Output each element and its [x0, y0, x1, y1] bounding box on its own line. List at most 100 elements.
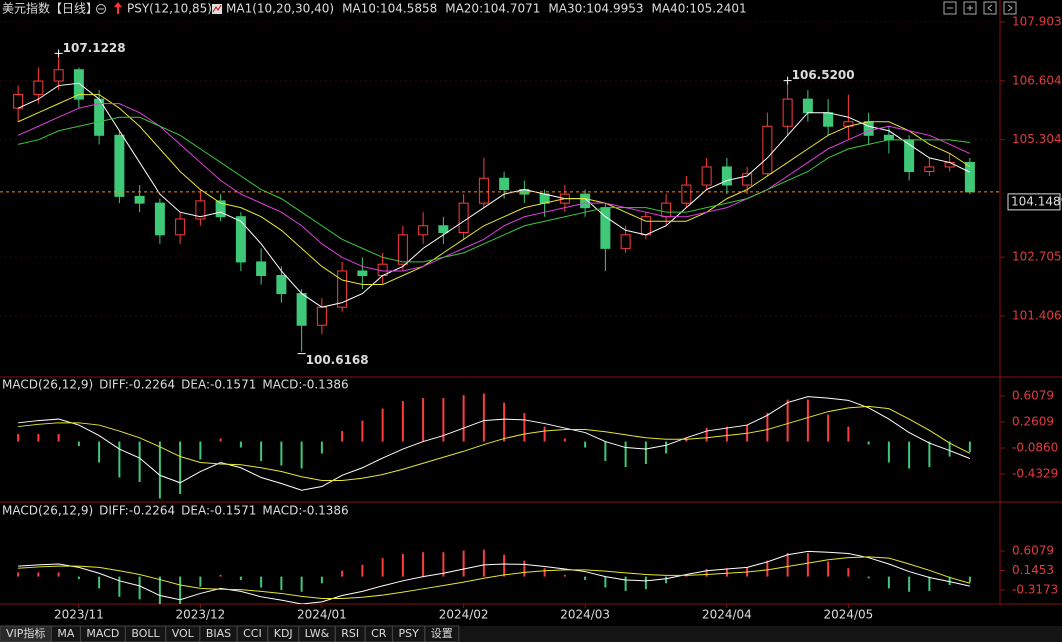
candle-body [13, 94, 24, 109]
macd-bar [482, 549, 485, 577]
candle-body [863, 121, 874, 136]
macd-bar [37, 434, 40, 442]
macd-bar [260, 441, 263, 462]
candle-body [944, 161, 955, 168]
macd-bar [361, 564, 364, 577]
tab-label: CR [371, 627, 387, 640]
legend-entry: MA20:104.7071 [445, 2, 540, 16]
tab-label: VIP指标 [6, 626, 45, 640]
ma-line [18, 116, 970, 263]
tab-bar [0, 626, 1062, 642]
macd-bar [928, 576, 931, 591]
legend-entry: DEA:-0.1571 [181, 378, 256, 392]
macd-bar [847, 426, 850, 442]
macd-bar [57, 572, 60, 577]
x-tick-label: 2024/02 [439, 608, 489, 622]
legend-entry: DIFF:-0.2264 [99, 378, 175, 392]
macd-bar [239, 576, 242, 580]
legend-entry: MA40:105.2401 [652, 2, 747, 16]
y-tick-label: 101.4062 [1012, 308, 1062, 322]
macd-bar [462, 550, 465, 577]
candle-body [53, 69, 64, 82]
tab-label: LW& [305, 627, 330, 640]
x-tick-label: 2023/11 [54, 608, 104, 622]
y-tick-label: 0.6079 [1012, 388, 1054, 402]
macd-bar [401, 401, 404, 442]
candle-body [397, 234, 408, 265]
y-tick-label: 0.1453 [1012, 563, 1054, 577]
macd-bar [199, 441, 202, 460]
macd-bar [705, 569, 708, 577]
macd-bar [928, 441, 931, 468]
macd-bar [543, 426, 546, 442]
indicator-label: PSY(12,10,85) [127, 2, 212, 16]
toolbar[interactable] [943, 1, 1017, 15]
candle-body [782, 98, 793, 127]
tab[interactable]: MACD [79, 625, 126, 642]
macd-bar [361, 420, 364, 442]
macd-bar [604, 441, 607, 462]
candle-body [802, 98, 813, 114]
tab[interactable]: 设置 [424, 625, 460, 642]
macd-bar [17, 434, 20, 442]
macd-bar [381, 408, 384, 442]
macd-bar [138, 441, 141, 483]
macd-bar [665, 441, 668, 454]
macd-bar [37, 572, 40, 577]
macd-bar [158, 441, 161, 499]
macd-bar [563, 574, 566, 577]
tab-label: MA [57, 627, 74, 640]
candle-body [539, 193, 550, 204]
ma-line [17, 94, 971, 286]
macd-bar [705, 428, 708, 442]
candle-body [580, 193, 591, 209]
macd-bar [725, 426, 728, 442]
macd-bar [644, 441, 647, 465]
candle-body [964, 161, 975, 193]
y-tick-label: 0.6079 [1012, 544, 1054, 558]
macd-bar [563, 438, 566, 442]
macd-bar [17, 572, 20, 577]
last-price-label: 104.1489 [1011, 194, 1062, 208]
tab[interactable]: BOLL [124, 625, 167, 642]
collapse-icon[interactable] [96, 4, 106, 14]
toolbar-plus[interactable] [963, 1, 977, 15]
toolbar-left[interactable] [983, 1, 997, 15]
candle-body [478, 177, 489, 204]
icon-line [212, 4, 222, 13]
macd-bar [199, 576, 202, 587]
macd-bar [381, 558, 384, 577]
macd-bar [766, 560, 769, 577]
macd-bar [57, 434, 60, 442]
x-tick-label: 2024/04 [702, 608, 752, 622]
macd-bar [219, 438, 222, 442]
tab[interactable]: VIP指标 [0, 625, 52, 642]
price-plot [13, 57, 975, 352]
candle-body [33, 80, 44, 96]
toolbar-right[interactable] [1003, 1, 1017, 15]
tab-label: KDJ [274, 627, 293, 640]
macd-bar [158, 576, 161, 604]
candle-body [73, 69, 84, 100]
macd-bar [827, 561, 830, 577]
tab-label: BOLL [131, 627, 160, 640]
high-label: 106.5200 [792, 68, 855, 82]
y-tick-label: 0.2609 [1012, 414, 1054, 428]
macd-bar [827, 414, 830, 442]
toolbar-minus[interactable] [943, 1, 957, 15]
candle-body [499, 177, 510, 191]
macd-bar [543, 568, 546, 577]
tab-label: CCI [243, 627, 262, 640]
candle-body [316, 306, 327, 326]
macd-bar [503, 554, 506, 577]
legend-entry: MACD:-0.1386 [262, 504, 348, 518]
y-tick-label: -0.0860 [1012, 440, 1058, 454]
high-marker [783, 76, 792, 85]
macd-bar [260, 576, 263, 588]
candle-body [175, 218, 186, 236]
tab-label: MACD [86, 627, 119, 640]
low-label: 100.6168 [306, 353, 369, 367]
diff-line [18, 396, 971, 491]
macd-bar [300, 441, 303, 469]
macd-bar [219, 574, 222, 577]
